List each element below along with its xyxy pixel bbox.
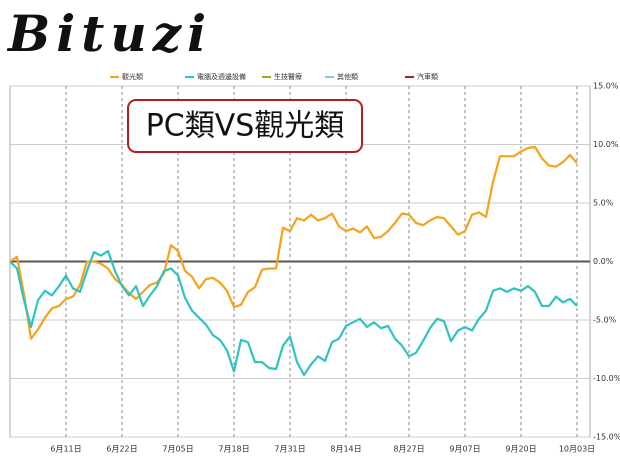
x-tick-label: 9月20日	[505, 445, 536, 454]
x-tick-label: 9月07日	[449, 445, 480, 454]
y-tick-label: -10.0%	[593, 374, 620, 383]
legend-label: 其他類	[337, 72, 358, 81]
y-tick-label: 0.0%	[593, 257, 614, 266]
legend-label: 觀光類	[122, 72, 143, 81]
x-tick-label: 8月27日	[393, 445, 424, 454]
series-line	[9, 249, 578, 377]
x-tick-label: 7月18日	[218, 445, 249, 454]
x-tick-label: 7月05日	[162, 445, 193, 454]
x-tick-label: 10月03日	[559, 445, 595, 454]
series-line	[9, 145, 578, 340]
y-tick-label: -5.0%	[593, 316, 617, 325]
brand-logo: Bituzi	[6, 4, 212, 63]
x-tick-label: 6月22日	[106, 445, 137, 454]
legend-label: 生技醫療	[274, 72, 302, 81]
x-tick-label: 6月11日	[50, 445, 81, 454]
y-tick-label: -15.0%	[593, 433, 620, 442]
y-tick-label: 10.0%	[593, 140, 619, 149]
annotation: PC類VS觀光類	[146, 109, 345, 144]
x-tick-label: 8月14日	[330, 445, 361, 454]
legend-label: 電腦及週邊設備	[197, 72, 246, 81]
y-tick-label: 15.0%	[593, 82, 619, 91]
y-tick-label: 5.0%	[593, 199, 614, 208]
legend-label: 汽車類	[417, 72, 438, 81]
x-tick-label: 7月31日	[274, 445, 305, 454]
annotation-box	[127, 99, 363, 153]
